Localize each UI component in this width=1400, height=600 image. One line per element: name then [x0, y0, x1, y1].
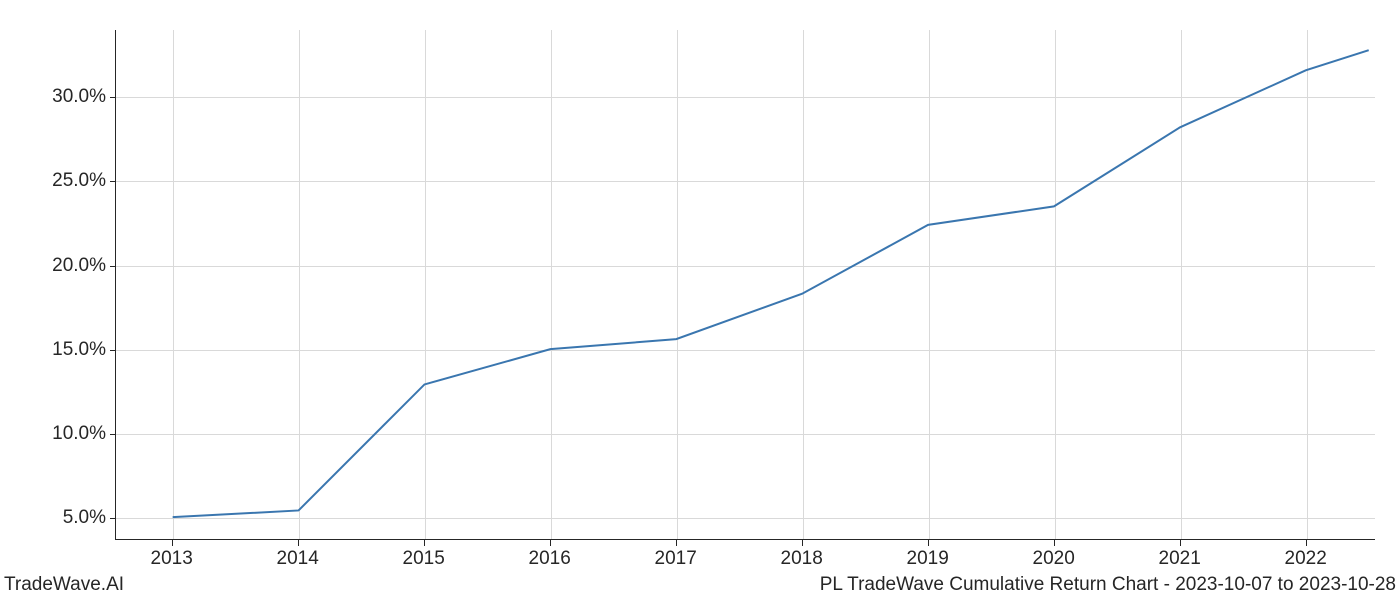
x-tick-label: 2016 — [529, 548, 571, 570]
x-tick-mark — [1180, 540, 1181, 546]
x-tick-mark — [298, 540, 299, 546]
y-tick-mark — [110, 266, 116, 267]
x-tick-mark — [1054, 540, 1055, 546]
y-tick-mark — [110, 434, 116, 435]
y-tick-label: 20.0% — [52, 255, 106, 277]
x-tick-label: 2020 — [1033, 548, 1075, 570]
x-tick-label: 2022 — [1285, 548, 1327, 570]
footer-brand-label: TradeWave.AI — [4, 574, 124, 596]
y-tick-label: 10.0% — [52, 423, 106, 445]
x-tick-label: 2015 — [403, 548, 445, 570]
y-tick-mark — [110, 97, 116, 98]
line-series — [116, 30, 1375, 539]
y-tick-label: 5.0% — [63, 507, 106, 529]
x-tick-label: 2013 — [151, 548, 193, 570]
x-tick-label: 2019 — [907, 548, 949, 570]
x-tick-mark — [172, 540, 173, 546]
x-tick-label: 2021 — [1159, 548, 1201, 570]
y-tick-label: 30.0% — [52, 86, 106, 108]
x-tick-label: 2014 — [277, 548, 319, 570]
y-tick-label: 25.0% — [52, 170, 106, 192]
x-tick-mark — [676, 540, 677, 546]
x-tick-mark — [802, 540, 803, 546]
footer-chart-title: PL TradeWave Cumulative Return Chart - 2… — [820, 574, 1396, 596]
y-tick-label: 15.0% — [52, 339, 106, 361]
plot-area — [115, 30, 1375, 540]
y-tick-mark — [110, 350, 116, 351]
x-tick-mark — [424, 540, 425, 546]
x-tick-mark — [1306, 540, 1307, 546]
chart-container — [115, 30, 1375, 540]
x-tick-label: 2018 — [781, 548, 823, 570]
x-tick-mark — [550, 540, 551, 546]
y-tick-mark — [110, 181, 116, 182]
x-tick-label: 2017 — [655, 548, 697, 570]
y-tick-mark — [110, 518, 116, 519]
x-tick-mark — [928, 540, 929, 546]
